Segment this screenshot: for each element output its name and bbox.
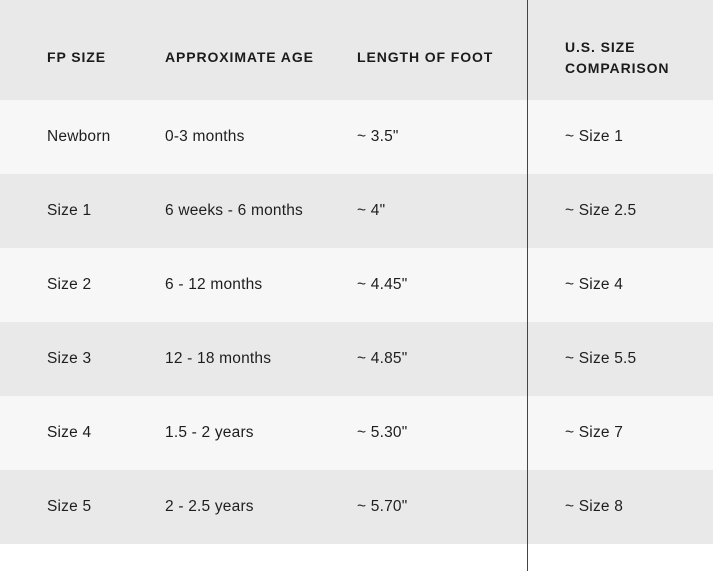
- cell-fp-size: Newborn: [47, 128, 111, 145]
- cell-approximate-age: 0-3 months: [165, 128, 245, 145]
- cell-approximate-age: 2 - 2.5 years: [165, 498, 254, 515]
- cell-approximate-age: 6 weeks - 6 months: [165, 202, 303, 219]
- cell-fp-size: Size 2: [47, 276, 92, 293]
- cell-fp-size: Size 4: [47, 424, 92, 441]
- cell-length-of-foot: ~ 5.30": [357, 424, 408, 441]
- cell-us-size: ~ Size 1: [565, 128, 624, 145]
- cell-length-of-foot: ~ 5.70": [357, 498, 408, 515]
- cell-us-size: ~ Size 4: [565, 276, 624, 293]
- column-divider-line: [527, 0, 528, 571]
- cell-fp-size: Size 3: [47, 350, 92, 367]
- cell-length-of-foot: ~ 4.85": [357, 350, 408, 367]
- cell-length-of-foot: ~ 4": [357, 202, 386, 219]
- table-header-row: FP SIZE APPROXIMATE AGE LENGTH OF FOOT U…: [0, 0, 713, 100]
- column-header-length-of-foot: LENGTH OF FOOT: [357, 49, 494, 65]
- table-row-size-5: Size 5 2 - 2.5 years ~ 5.70" ~ Size 8: [0, 470, 713, 544]
- table-row-size-3: Size 3 12 - 18 months ~ 4.85" ~ Size 5.5: [0, 322, 713, 396]
- cell-length-of-foot: ~ 3.5": [357, 128, 399, 145]
- cell-fp-size: Size 1: [47, 202, 92, 219]
- cell-approximate-age: 12 - 18 months: [165, 350, 272, 367]
- column-header-fp-size: FP SIZE: [47, 49, 106, 65]
- column-header-us-size-comparison: U.S. SIZE COMPARISON: [565, 38, 670, 76]
- cell-us-size: ~ Size 2.5: [565, 202, 637, 219]
- cell-length-of-foot: ~ 4.45": [357, 276, 408, 293]
- cell-us-size: ~ Size 5.5: [565, 350, 637, 367]
- cell-approximate-age: 1.5 - 2 years: [165, 424, 254, 441]
- cell-approximate-age: 6 - 12 months: [165, 276, 263, 293]
- cell-fp-size: Size 5: [47, 498, 92, 515]
- table-row-size-2: Size 2 6 - 12 months ~ 4.45" ~ Size 4: [0, 248, 713, 322]
- table-row-size-1: Size 1 6 weeks - 6 months ~ 4" ~ Size 2.…: [0, 174, 713, 248]
- column-header-approximate-age: APPROXIMATE AGE: [165, 49, 314, 65]
- cell-us-size: ~ Size 8: [565, 498, 624, 515]
- table-row-size-4: Size 4 1.5 - 2 years ~ 5.30" ~ Size 7: [0, 396, 713, 470]
- table-row-newborn: Newborn 0-3 months ~ 3.5" ~ Size 1: [0, 100, 713, 174]
- cell-us-size: ~ Size 7: [565, 424, 624, 441]
